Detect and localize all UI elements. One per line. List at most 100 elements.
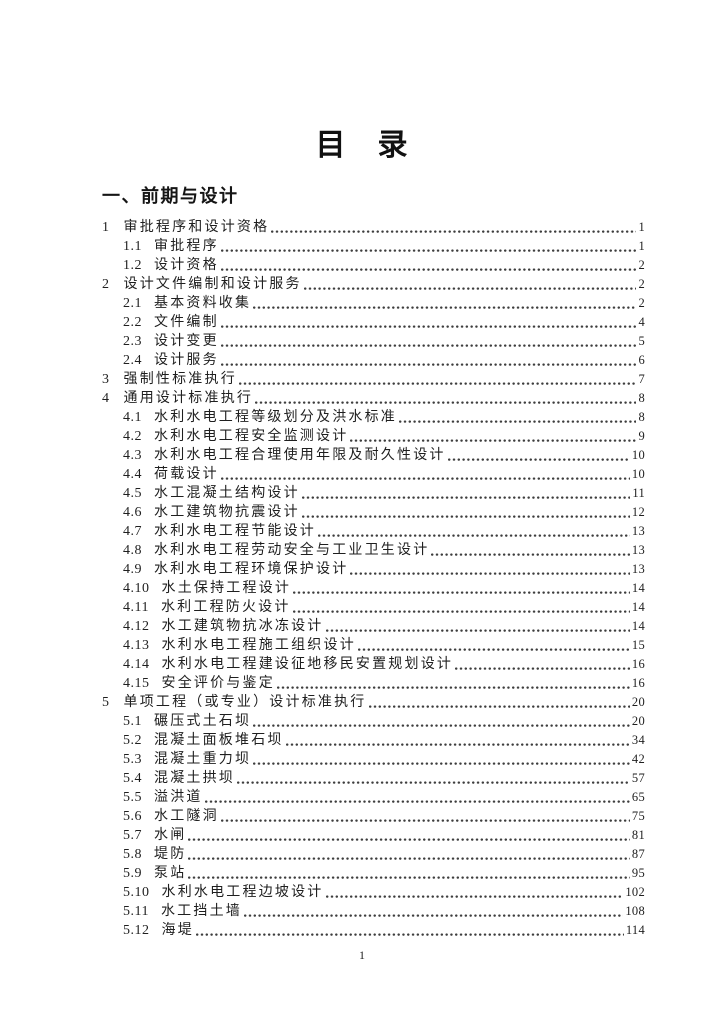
toc-leader-dots xyxy=(455,666,630,671)
toc-entry[interactable]: 5 单项工程（或专业）设计标准执行 20 xyxy=(102,693,645,712)
toc-entry-number: 2.4 xyxy=(123,353,142,368)
toc-entry[interactable]: 5.8 堤防 87 xyxy=(102,845,645,864)
toc-entry[interactable]: 4.2 水利水电工程安全监测设计 9 xyxy=(102,427,645,446)
toc-entry-page: 57 xyxy=(631,771,645,785)
toc-entry-page: 15 xyxy=(631,638,645,652)
toc-entry[interactable]: 2.2 文件编制 4 xyxy=(102,313,645,332)
toc-entry[interactable]: 5.9 泵站 95 xyxy=(102,864,645,883)
toc-entry-title: 水土保持工程设计 xyxy=(161,581,292,596)
toc-entry[interactable]: 4.11 水利工程防火设计 14 xyxy=(102,598,645,617)
toc-entry[interactable]: 4.14 水利水电工程建设征地移民安置规划设计 16 xyxy=(102,655,645,674)
toc-entry-page: 81 xyxy=(631,828,645,842)
toc-entry-title: 强制性标准执行 xyxy=(123,372,237,387)
toc-entry-title: 水工建筑物抗冰冻设计 xyxy=(161,619,324,634)
toc-entry[interactable]: 1.2 设计资格 2 xyxy=(102,256,645,275)
toc-leader-dots xyxy=(253,305,637,310)
toc-entry[interactable]: 1 审批程序和设计资格 1 xyxy=(102,218,645,237)
toc-entry[interactable]: 4.7 水利水电工程节能设计 13 xyxy=(102,522,645,541)
toc-entry[interactable]: 2.4 设计服务 6 xyxy=(102,351,645,370)
toc-leader-dots xyxy=(220,818,630,823)
toc-entry[interactable]: 4.5 水工混凝土结构设计 11 xyxy=(102,484,645,503)
toc-entry-title: 水工隧洞 xyxy=(154,809,219,824)
toc-entry-title: 水利水电工程劳动安全与工业卫生设计 xyxy=(154,543,430,558)
toc-entry-number: 5.9 xyxy=(123,866,142,881)
toc-entry[interactable]: 4.8 水利水电工程劳动安全与工业卫生设计 13 xyxy=(102,541,645,560)
toc-entry-number: 5.6 xyxy=(123,809,142,824)
toc-entry[interactable]: 5.6 水工隧洞 75 xyxy=(102,807,645,826)
toc-entry[interactable]: 5.4 混凝土拱坝 57 xyxy=(102,769,645,788)
toc-entry[interactable]: 4.13 水利水电工程施工组织设计 15 xyxy=(102,636,645,655)
toc-entry-number: 2.1 xyxy=(123,296,142,311)
toc-entry-title: 设计服务 xyxy=(154,353,219,368)
toc-entry[interactable]: 5.2 混凝土面板堆石坝 34 xyxy=(102,731,645,750)
toc-entry-number: 5.4 xyxy=(123,771,142,786)
toc-entry[interactable]: 2.1 基本资料收集 2 xyxy=(102,294,645,313)
toc-entry-number: 4.12 xyxy=(123,619,150,634)
toc-entry-page: 34 xyxy=(631,733,645,747)
toc-leader-dots xyxy=(188,875,630,880)
toc-entry-page: 14 xyxy=(631,600,645,614)
toc-entry-number: 4.6 xyxy=(123,505,142,520)
toc-leader-dots xyxy=(220,362,637,367)
toc-entry-page: 95 xyxy=(631,866,645,880)
toc-entry-page: 102 xyxy=(625,885,645,899)
toc-entry[interactable]: 4.10 水土保持工程设计 14 xyxy=(102,579,645,598)
toc-entry-number: 2.2 xyxy=(123,315,142,330)
toc-entry[interactable]: 5.5 溢洪道 65 xyxy=(102,788,645,807)
toc-entry[interactable]: 5.7 水闸 81 xyxy=(102,826,645,845)
toc-entry-number: 4.9 xyxy=(123,562,142,577)
toc-entry-title: 水利水电工程边坡设计 xyxy=(161,885,324,900)
toc-entry-title: 审批程序 xyxy=(154,239,219,254)
toc-entry-title: 水工建筑物抗震设计 xyxy=(154,505,300,520)
toc-entry[interactable]: 4.12 水工建筑物抗冰冻设计 14 xyxy=(102,617,645,636)
toc-leader-dots xyxy=(204,799,630,804)
toc-entry[interactable]: 5.10 水利水电工程边坡设计 102 xyxy=(102,883,645,902)
toc-entry[interactable]: 5.12 海堤 114 xyxy=(102,921,645,940)
toc-entry-number: 2.3 xyxy=(123,334,142,349)
toc-entry-title: 设计文件编制和设计服务 xyxy=(123,277,302,292)
toc-entry-page: 14 xyxy=(631,581,645,595)
toc-entry[interactable]: 4.9 水利水电工程环境保护设计 13 xyxy=(102,560,645,579)
toc-entry[interactable]: 5.11 水工挡土墙 108 xyxy=(102,902,645,921)
toc-entry-title: 碾压式土石坝 xyxy=(154,714,252,729)
toc-entry[interactable]: 4.6 水工建筑物抗震设计 12 xyxy=(102,503,645,522)
toc-entry-title: 设计资格 xyxy=(154,258,219,273)
toc-entry-number: 5.12 xyxy=(123,923,150,938)
toc-entry[interactable]: 5.1 碾压式土石坝 20 xyxy=(102,712,645,731)
toc-entry-number: 4.11 xyxy=(123,600,149,615)
toc-entry[interactable]: 4.15 安全评价与鉴定 16 xyxy=(102,674,645,693)
toc-entry[interactable]: 1.1 审批程序 1 xyxy=(102,237,645,256)
toc-leader-dots xyxy=(220,476,630,481)
toc-entry[interactable]: 2 设计文件编制和设计服务 2 xyxy=(102,275,645,294)
toc-entry-page: 5 xyxy=(638,334,645,348)
toc-entry-number: 1.2 xyxy=(123,258,142,273)
toc-entry-page: 10 xyxy=(631,448,645,462)
toc-leader-dots xyxy=(303,286,637,291)
toc-entry-number: 4.3 xyxy=(123,448,142,463)
toc-entry[interactable]: 2.3 设计变更 5 xyxy=(102,332,645,351)
toc-entry-page: 6 xyxy=(638,353,645,367)
toc-entry[interactable]: 3 强制性标准执行 7 xyxy=(102,370,645,389)
toc-leader-dots xyxy=(292,609,630,614)
toc-entry-title: 水利水电工程安全监测设计 xyxy=(154,429,349,444)
toc-entry[interactable]: 5.3 混凝土重力坝 42 xyxy=(102,750,645,769)
toc-entry-page: 13 xyxy=(631,562,645,576)
toc-entry-title: 单项工程（或专业）设计标准执行 xyxy=(123,695,367,710)
toc-entry[interactable]: 4.4 荷载设计 10 xyxy=(102,465,645,484)
toc-entry-page: 2 xyxy=(638,258,645,272)
toc-entry[interactable]: 4 通用设计标准执行 8 xyxy=(102,389,645,408)
toc-leader-dots xyxy=(276,685,630,690)
toc-entry[interactable]: 4.1 水利水电工程等级划分及洪水标准 8 xyxy=(102,408,645,427)
toc-leader-dots xyxy=(253,761,630,766)
toc-entry-number: 5 xyxy=(102,695,110,710)
toc-leader-dots xyxy=(188,837,630,842)
toc-entry-page: 13 xyxy=(631,543,645,557)
toc-entry-number: 5.10 xyxy=(123,885,150,900)
toc-entry-number: 4.4 xyxy=(123,467,142,482)
toc-leader-dots xyxy=(301,495,631,500)
toc-list: 1 审批程序和设计资格 1 1.1 审批程序 1 1.2 设计资格 2 2 设计… xyxy=(102,218,645,940)
toc-entry[interactable]: 4.3 水利水电工程合理使用年限及耐久性设计 10 xyxy=(102,446,645,465)
toc-leader-dots xyxy=(318,533,630,538)
toc-leader-dots xyxy=(325,894,624,899)
